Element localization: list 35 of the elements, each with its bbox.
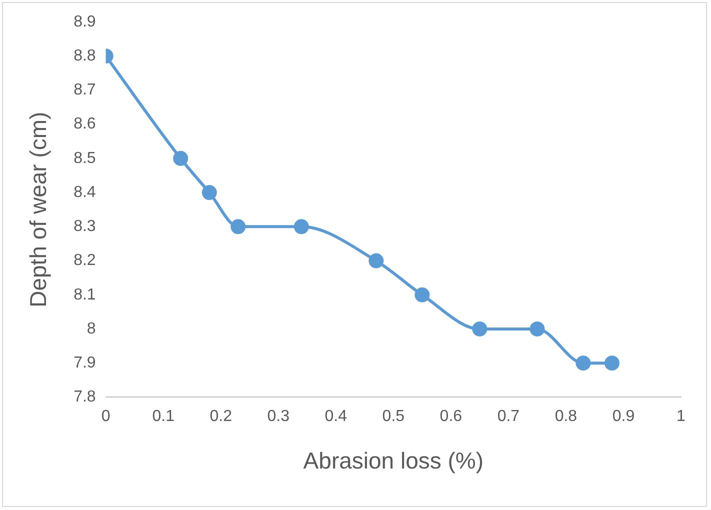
y-tick-label: 8.7: [74, 82, 96, 99]
y-tick-label: 8.1: [74, 286, 96, 304]
y-tick-label: 8.2: [74, 252, 96, 270]
x-tick-label: 0: [101, 408, 110, 426]
y-axis-title: Depth of wear (cm): [25, 112, 52, 308]
y-tick-label: 8.4: [74, 184, 96, 201]
y-tick-label: 7.9: [74, 354, 96, 372]
point: [472, 321, 488, 336]
point: [530, 321, 545, 336]
x-tick-label: 0.1: [152, 408, 175, 426]
point: [604, 356, 620, 371]
x-axis-title: Abrasion loss (%): [303, 448, 484, 474]
y-tick-label: 8.8: [74, 48, 96, 65]
y-tick-label: 7.8: [74, 388, 96, 406]
x-tick-label: 1: [676, 408, 686, 426]
y-tick-label: 8.6: [74, 116, 96, 133]
point: [173, 150, 188, 166]
x-tick-label: 0.7: [497, 408, 520, 426]
y-tick-label: 8.9: [74, 13, 96, 30]
y-tick-label: 8.3: [74, 218, 96, 236]
point: [294, 219, 309, 234]
x-tick-label: 0.3: [267, 408, 290, 426]
x-tick-label: 0.2: [210, 408, 232, 426]
x-tick-label: 0.6: [440, 408, 462, 426]
y-tick-label: 8: [86, 320, 96, 338]
x-tick-label: 0.5: [382, 408, 405, 426]
x-tick-label: 0.9: [612, 408, 635, 426]
point: [414, 287, 430, 302]
x-tick-label: 0.8: [554, 408, 578, 426]
point: [368, 253, 384, 268]
y-tick-label: 8.5: [74, 150, 96, 167]
point: [230, 219, 246, 234]
point: [576, 356, 591, 371]
point: [202, 185, 217, 200]
x-tick-label: 0.4: [324, 408, 348, 426]
